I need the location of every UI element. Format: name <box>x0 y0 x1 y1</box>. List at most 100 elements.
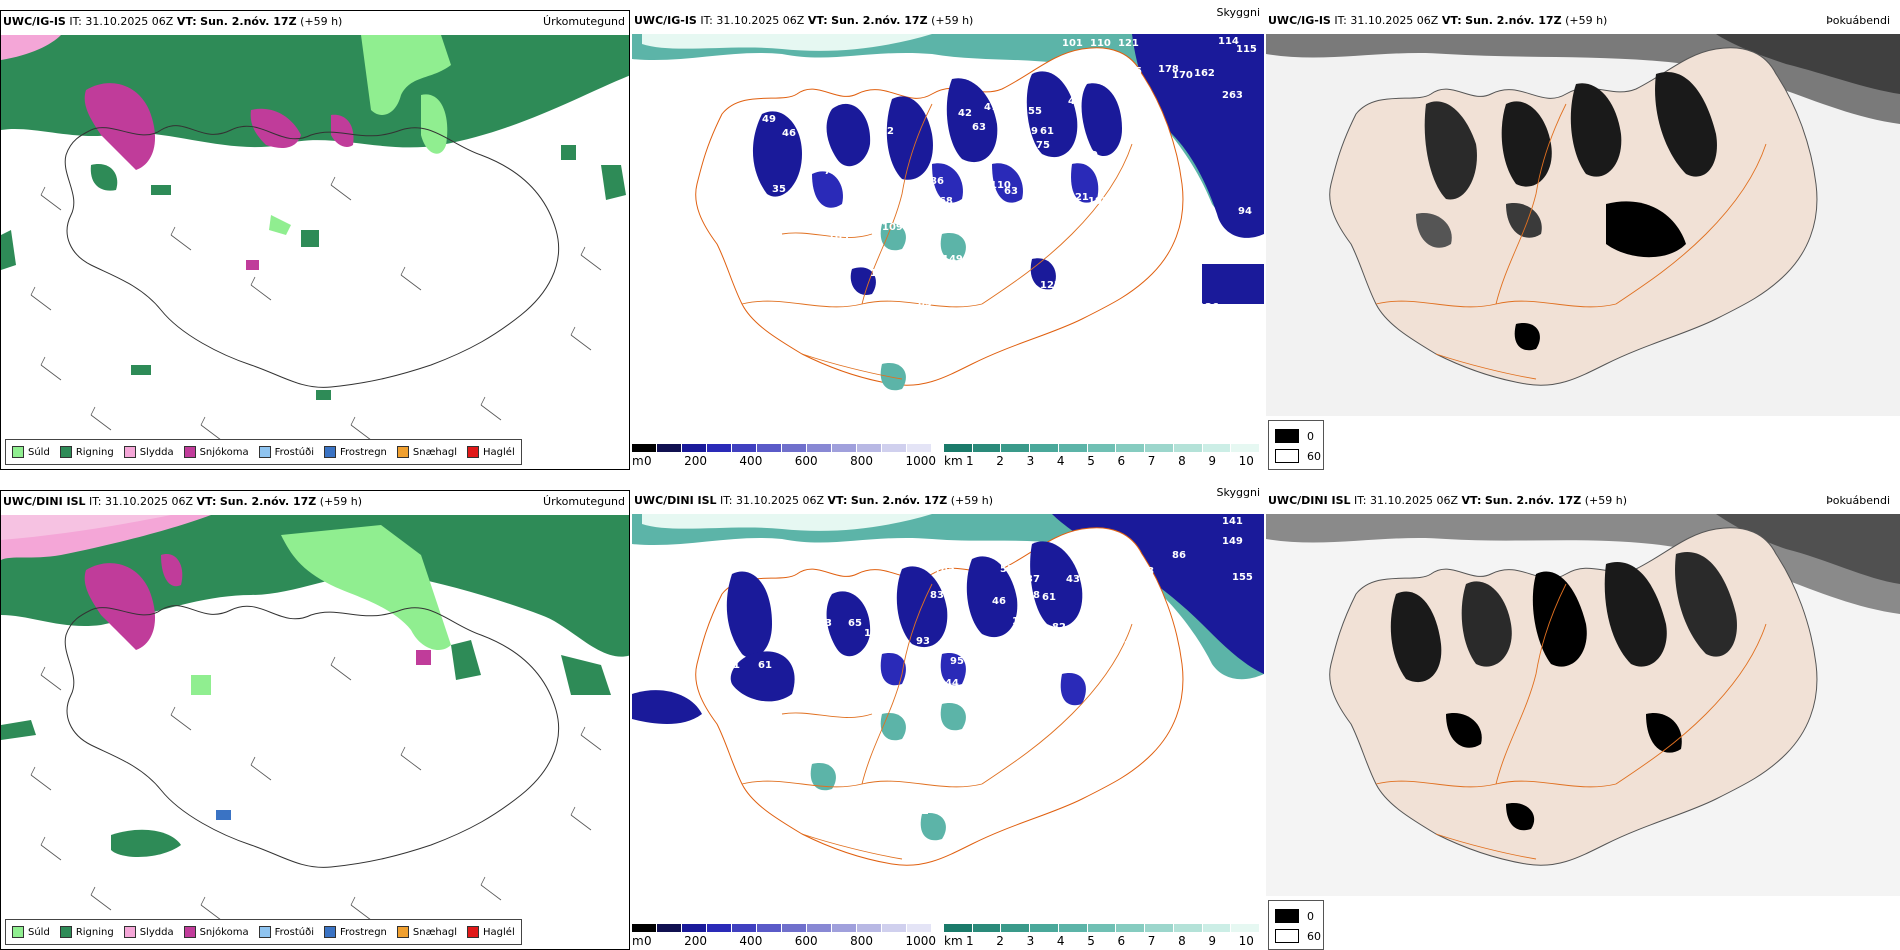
cloud-map: 141 149 86 155 46 45 98 236 131 74 56 10… <box>632 514 1264 916</box>
cloud-label: 178 <box>966 254 987 265</box>
cloud-label: 204 <box>1124 640 1145 651</box>
it-label: IT: <box>69 15 82 28</box>
cloud-label: 101 <box>850 196 871 207</box>
cloud-label: 85 <box>918 298 932 309</box>
cloud-map: 101 110 121 114 115 82 65 178 170 162 26… <box>632 34 1264 436</box>
lead-time: (+59 h) <box>319 495 363 508</box>
it-value: 31.10.2025 06Z <box>736 494 825 507</box>
visibility-scale-bar <box>944 444 1261 452</box>
precip-map-svg <box>1 515 629 921</box>
cloud-label: 131 <box>986 206 1007 217</box>
legend-item: Frostregn <box>324 926 387 938</box>
cloud-label: 101 <box>1062 38 1083 49</box>
it-label: IT: <box>89 495 102 508</box>
precip-map-svg <box>1 35 629 441</box>
model-row-dini-isl: UWC/DINI ISL IT: 31.10.2025 06Z VT: Sun.… <box>0 486 1900 950</box>
cloud-label: 56 <box>1080 68 1094 79</box>
fog-legend-row: 60 <box>1275 449 1321 463</box>
vt-label: VT: <box>1461 494 1482 507</box>
cloud-label: 94 <box>974 176 988 187</box>
legend-item: Haglél <box>467 926 515 938</box>
cloud-label: 190 <box>1108 194 1129 205</box>
fog-legend-row: 0 <box>1275 429 1314 443</box>
fog-map <box>1266 34 1900 416</box>
cloud-label: 110 <box>1090 38 1111 49</box>
cloud-label: 123 <box>1040 280 1061 291</box>
visibility-ticks: 1 2 3 4 5 6 7 8 9 10 <box>966 934 1254 948</box>
cloud-label: 131 <box>744 562 765 573</box>
cloud-label: 46 <box>782 128 796 139</box>
legend-item: Slydda <box>123 926 174 938</box>
cloud-label: 43 <box>1066 574 1080 585</box>
cloud-label: 65 <box>848 618 862 629</box>
panel-title: Þokuábendi <box>1826 494 1890 507</box>
panel-header: UWC/DINI ISL IT: 31.10.2025 06Z VT: Sun.… <box>1 491 629 513</box>
panel-header: UWC/IG-IS IT: 31.10.2025 06Z VT: Sun. 2.… <box>1 11 629 33</box>
legend-item: Frostregn <box>324 446 387 458</box>
cloud-label: 144 <box>938 678 959 689</box>
visibility-unit: km <box>944 454 963 468</box>
cloud-label: 121 <box>1118 38 1139 49</box>
cloud-base-visibility-panel: UWC/DINI ISL IT: 31.10.2025 06Z VT: Sun.… <box>632 486 1264 950</box>
cloud-label: 86 <box>930 176 944 187</box>
cloud-label: 97 <box>742 70 756 81</box>
cloud-label: 41 <box>726 660 740 671</box>
cloud-label: 97 <box>802 660 816 671</box>
legend-item: Súld <box>12 446 50 458</box>
cloud-label: 37 <box>1026 574 1040 585</box>
cloud-base-visibility-panel: UWC/IG-IS IT: 31.10.2025 06Z VT: Sun. 2.… <box>632 6 1264 470</box>
cloud-label: 192 <box>1088 196 1109 207</box>
lead-time: (+59 h) <box>300 15 343 28</box>
cloud-label: 49 <box>1024 126 1038 137</box>
panel-title: Úrkomutegund <box>543 15 625 28</box>
it-label: IT: <box>700 14 713 27</box>
vt-value: Sun. 2.nóv. 17Z <box>1484 494 1582 507</box>
panel-title: Úrkomutegund <box>543 495 625 508</box>
cloud-label: 124 <box>870 268 891 279</box>
cloud-label: 35 <box>772 184 786 195</box>
cloud-label: 55 <box>1028 106 1042 117</box>
cloud-label: 46 <box>1086 540 1100 551</box>
cloud-label: 270 <box>1194 770 1215 781</box>
cloud-label: 263 <box>1222 90 1243 101</box>
cloud-label: 99 <box>1012 690 1026 701</box>
visibility-ticks: 1 2 3 4 5 6 7 8 9 10 <box>966 454 1254 468</box>
cloud-label: 121 <box>978 196 999 207</box>
legend-item: Snæhagl <box>396 926 457 938</box>
lead-time: (+59 h) <box>1584 494 1628 507</box>
it-value: 31.10.2025 06Z <box>1370 494 1459 507</box>
cloud-label: 61 <box>1040 126 1054 137</box>
cloud-label: 109 <box>882 222 903 233</box>
cloud-label: 53 <box>818 618 832 629</box>
cloud-label: 103 <box>934 566 955 577</box>
panel-header: UWC/IG-IS IT: 31.10.2025 06Z VT: Sun. 2.… <box>1266 10 1900 32</box>
legend-item: Haglél <box>467 446 515 458</box>
cloud-label: 48 <box>1026 590 1040 601</box>
it-value: 31.10.2025 06Z <box>85 15 174 28</box>
vt-value: Sun. 2.nóv. 17Z <box>200 15 297 28</box>
cloud-label: 133 <box>1050 186 1071 197</box>
cloud-label: 85 <box>1128 612 1142 623</box>
fog-map-svg <box>1266 514 1900 896</box>
cloud-label: 79 <box>932 398 946 409</box>
cloud-label: 86 <box>1172 550 1186 561</box>
cloud-label: 35 <box>706 662 720 673</box>
legend-item: Frostúði <box>258 446 314 458</box>
cloud-label: 95 <box>950 656 964 667</box>
cloud-label: 61 <box>1042 592 1056 603</box>
cloud-label: 82 <box>1218 236 1232 247</box>
it-value: 31.10.2025 06Z <box>1350 14 1439 27</box>
it-label: IT: <box>720 494 733 507</box>
legend-item: Frostúði <box>258 926 314 938</box>
cloud-label: 75 <box>1036 140 1050 151</box>
cloud-label: 155 <box>1232 572 1253 583</box>
cloud-label: 326 <box>910 214 931 225</box>
cloud-base-ticks: 0 200 400 600 800 1000 <box>644 934 936 948</box>
cloud-label: 162 <box>1194 68 1215 79</box>
cloud-label: 56 <box>1126 580 1140 591</box>
precip-map: Súld Rigning Slydda Snjókoma Frostúði Fr… <box>1 515 629 949</box>
cloud-label: 224 <box>942 356 963 367</box>
cloud-label: 10 <box>864 628 878 639</box>
cloud-label: 82 <box>1112 56 1126 67</box>
lead-time: (+59 h) <box>931 14 974 27</box>
